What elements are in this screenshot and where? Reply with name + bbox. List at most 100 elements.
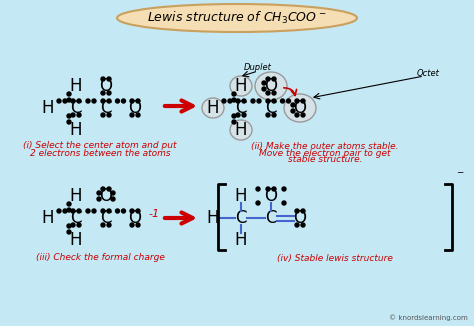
Circle shape bbox=[67, 98, 71, 102]
Circle shape bbox=[251, 99, 255, 103]
Circle shape bbox=[291, 103, 295, 107]
Ellipse shape bbox=[230, 120, 252, 140]
Text: -1: -1 bbox=[149, 209, 160, 219]
Circle shape bbox=[136, 113, 140, 117]
Text: C: C bbox=[70, 209, 82, 227]
Circle shape bbox=[67, 120, 71, 124]
Circle shape bbox=[272, 113, 276, 117]
Text: H: H bbox=[235, 187, 247, 205]
Circle shape bbox=[295, 209, 299, 213]
Circle shape bbox=[301, 99, 305, 103]
Circle shape bbox=[282, 187, 286, 191]
Text: O: O bbox=[293, 99, 307, 117]
Circle shape bbox=[97, 191, 101, 195]
Circle shape bbox=[242, 113, 246, 117]
Circle shape bbox=[86, 209, 90, 213]
Text: H: H bbox=[235, 77, 247, 95]
Circle shape bbox=[77, 223, 81, 227]
Circle shape bbox=[101, 223, 105, 227]
Circle shape bbox=[272, 187, 276, 191]
Text: O: O bbox=[264, 187, 277, 205]
Text: H: H bbox=[235, 121, 247, 139]
Circle shape bbox=[67, 114, 71, 118]
Text: H: H bbox=[207, 99, 219, 117]
Circle shape bbox=[116, 99, 119, 103]
Circle shape bbox=[63, 99, 67, 103]
Ellipse shape bbox=[230, 76, 252, 96]
Circle shape bbox=[266, 77, 270, 81]
Circle shape bbox=[286, 99, 291, 103]
Circle shape bbox=[301, 113, 305, 117]
Text: $\mathit{Lewis\ structure\ of\ CH_3COO^-}$: $\mathit{Lewis\ structure\ of\ CH_3COO^-… bbox=[147, 10, 327, 26]
Circle shape bbox=[116, 209, 119, 213]
Circle shape bbox=[295, 99, 299, 103]
Circle shape bbox=[136, 223, 140, 227]
Circle shape bbox=[295, 223, 299, 227]
Circle shape bbox=[101, 113, 105, 117]
Circle shape bbox=[92, 99, 96, 103]
Circle shape bbox=[130, 209, 134, 213]
Circle shape bbox=[101, 99, 105, 103]
Text: O: O bbox=[100, 77, 112, 95]
Circle shape bbox=[130, 113, 134, 117]
Text: O: O bbox=[128, 209, 142, 227]
Circle shape bbox=[232, 98, 236, 102]
Circle shape bbox=[57, 99, 61, 103]
Text: C: C bbox=[70, 99, 82, 117]
Circle shape bbox=[121, 99, 126, 103]
Text: O: O bbox=[100, 187, 112, 205]
Circle shape bbox=[67, 92, 71, 96]
Text: H: H bbox=[42, 209, 54, 227]
Circle shape bbox=[256, 201, 260, 205]
Text: 2 electrons between the atoms: 2 electrons between the atoms bbox=[30, 149, 170, 157]
Circle shape bbox=[257, 99, 261, 103]
Circle shape bbox=[101, 187, 105, 191]
Circle shape bbox=[57, 209, 61, 213]
Text: (iii) Check the formal charge: (iii) Check the formal charge bbox=[36, 254, 164, 262]
Circle shape bbox=[266, 91, 270, 95]
Circle shape bbox=[236, 99, 240, 103]
Circle shape bbox=[266, 187, 270, 191]
Text: H: H bbox=[70, 121, 82, 139]
Text: H: H bbox=[70, 231, 82, 249]
Circle shape bbox=[107, 209, 111, 213]
Circle shape bbox=[281, 99, 284, 103]
Circle shape bbox=[101, 77, 105, 81]
Circle shape bbox=[136, 209, 140, 213]
Circle shape bbox=[67, 202, 71, 206]
Circle shape bbox=[262, 87, 266, 91]
Text: $^{-}$: $^{-}$ bbox=[456, 169, 465, 182]
Text: © knordslearning.com: © knordslearning.com bbox=[389, 314, 468, 321]
Circle shape bbox=[301, 209, 305, 213]
Circle shape bbox=[77, 99, 81, 103]
Circle shape bbox=[130, 99, 134, 103]
Circle shape bbox=[236, 113, 240, 117]
Text: C: C bbox=[100, 99, 112, 117]
Text: C: C bbox=[265, 99, 277, 117]
Circle shape bbox=[256, 187, 260, 191]
Text: O: O bbox=[128, 99, 142, 117]
Circle shape bbox=[107, 91, 111, 95]
Circle shape bbox=[272, 99, 276, 103]
Circle shape bbox=[97, 197, 101, 201]
Text: (i) Select the center atom and put: (i) Select the center atom and put bbox=[23, 141, 177, 151]
Text: H: H bbox=[207, 209, 219, 227]
Text: Move the electron pair to get: Move the electron pair to get bbox=[259, 149, 391, 157]
Circle shape bbox=[71, 223, 75, 227]
Circle shape bbox=[262, 81, 266, 85]
Circle shape bbox=[101, 91, 105, 95]
Circle shape bbox=[291, 109, 295, 113]
Circle shape bbox=[111, 197, 115, 201]
Circle shape bbox=[71, 209, 75, 213]
Circle shape bbox=[130, 223, 134, 227]
Text: O: O bbox=[293, 209, 307, 227]
Circle shape bbox=[107, 113, 111, 117]
Circle shape bbox=[107, 77, 111, 81]
Circle shape bbox=[136, 99, 140, 103]
Circle shape bbox=[111, 191, 115, 195]
Text: O: O bbox=[264, 77, 277, 95]
Ellipse shape bbox=[255, 72, 287, 100]
Circle shape bbox=[107, 99, 111, 103]
Circle shape bbox=[282, 201, 286, 205]
Circle shape bbox=[77, 209, 81, 213]
